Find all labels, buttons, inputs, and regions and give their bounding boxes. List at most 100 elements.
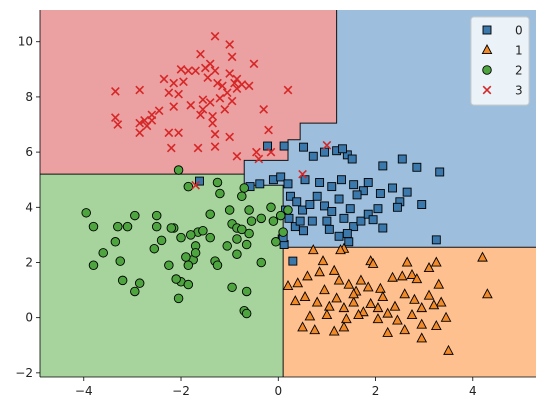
point-class-2 (241, 308, 252, 319)
point-class-1 (423, 262, 435, 273)
point-class-3 (135, 118, 145, 128)
point-class-3 (283, 85, 293, 95)
point-class-3 (213, 78, 222, 88)
point-class-2 (134, 278, 145, 288)
point-class-1 (289, 295, 301, 306)
point-class-2 (183, 260, 194, 270)
point-class-2 (237, 191, 247, 202)
point-class-2 (205, 209, 215, 219)
point-class-3 (322, 140, 332, 150)
legend-box (470, 16, 530, 106)
point-class-1 (309, 324, 321, 335)
point-class-0 (363, 178, 373, 187)
point-class-2 (215, 188, 225, 199)
point-class-1 (304, 310, 316, 321)
point-class-2 (239, 183, 249, 193)
point-class-0 (295, 216, 305, 226)
point-class-0 (288, 256, 298, 266)
legend: 0 1 2 3 (470, 16, 530, 106)
point-class-1 (389, 300, 401, 311)
point-class-2 (156, 235, 167, 246)
point-class-2 (173, 165, 184, 175)
point-class-0 (349, 222, 359, 232)
point-class-2 (283, 205, 293, 215)
point-class-3 (259, 104, 269, 114)
point-class-2 (232, 249, 242, 259)
point-class-3 (220, 104, 230, 114)
boundary-line-0 (40, 10, 338, 175)
point-class-0 (279, 141, 289, 151)
point-class-3 (210, 142, 220, 151)
point-class-3 (113, 120, 123, 129)
point-class-2 (115, 256, 125, 266)
point-class-3 (210, 66, 220, 76)
point-class-0 (373, 204, 383, 214)
decision-boundaries (40, 10, 536, 377)
point-class-2 (183, 279, 194, 290)
point-class-1 (382, 326, 394, 337)
point-class-3 (208, 118, 217, 128)
point-class-0 (298, 205, 308, 215)
point-class-1 (411, 273, 423, 284)
point-class-1 (416, 318, 428, 329)
point-class-1 (440, 311, 452, 322)
point-class-2 (222, 241, 232, 251)
point-class-3 (174, 89, 183, 99)
point-class-2 (113, 221, 123, 232)
point-class-3 (142, 121, 152, 131)
point-class-0 (195, 176, 204, 186)
point-class-2 (130, 286, 140, 297)
x-tick-label: −2 (172, 384, 190, 398)
legend-marker-0 (482, 25, 492, 35)
point-class-2 (190, 248, 201, 258)
point-class-3 (176, 64, 186, 74)
point-class-2 (244, 205, 254, 215)
point-class-1 (482, 288, 493, 299)
point-class-3 (227, 96, 237, 106)
point-class-3 (111, 87, 120, 96)
point-class-1 (323, 300, 335, 311)
point-class-1 (299, 291, 311, 302)
point-class-0 (435, 167, 445, 177)
point-class-2 (271, 237, 281, 247)
point-class-3 (159, 74, 169, 84)
point-class-0 (368, 215, 378, 225)
point-class-2 (266, 202, 276, 213)
point-class-2 (268, 216, 279, 226)
point-class-2 (151, 221, 162, 232)
point-class-1 (433, 278, 445, 289)
region-class-0 (244, 10, 536, 248)
point-class-3 (174, 128, 183, 138)
point-class-3 (237, 80, 247, 89)
point-class-3 (169, 102, 179, 111)
point-class-0 (378, 223, 388, 233)
legend-marker-1 (481, 44, 493, 55)
point-class-3 (225, 69, 235, 78)
point-class-1 (355, 274, 367, 285)
point-class-2 (256, 257, 267, 268)
point-class-3 (254, 154, 264, 164)
point-class-0 (388, 183, 397, 193)
point-class-2 (237, 224, 247, 235)
point-class-1 (331, 292, 342, 303)
point-class-3 (140, 116, 149, 125)
point-class-3 (244, 81, 254, 91)
point-class-1 (367, 257, 379, 268)
x-tick-label: 2 (372, 384, 380, 398)
point-class-1 (477, 251, 488, 262)
point-class-0 (255, 179, 265, 189)
point-class-3 (198, 104, 208, 114)
point-class-0 (344, 237, 354, 247)
point-class-3 (164, 88, 174, 98)
point-class-3 (196, 49, 205, 59)
point-class-1 (430, 319, 442, 331)
point-class-3 (249, 59, 259, 69)
point-class-1 (338, 321, 350, 332)
point-class-0 (285, 191, 295, 201)
point-class-3 (222, 88, 232, 98)
point-class-1 (358, 306, 369, 317)
y-tick-label: 4 (25, 200, 33, 214)
point-class-2 (244, 228, 254, 239)
point-class-0 (320, 147, 329, 157)
